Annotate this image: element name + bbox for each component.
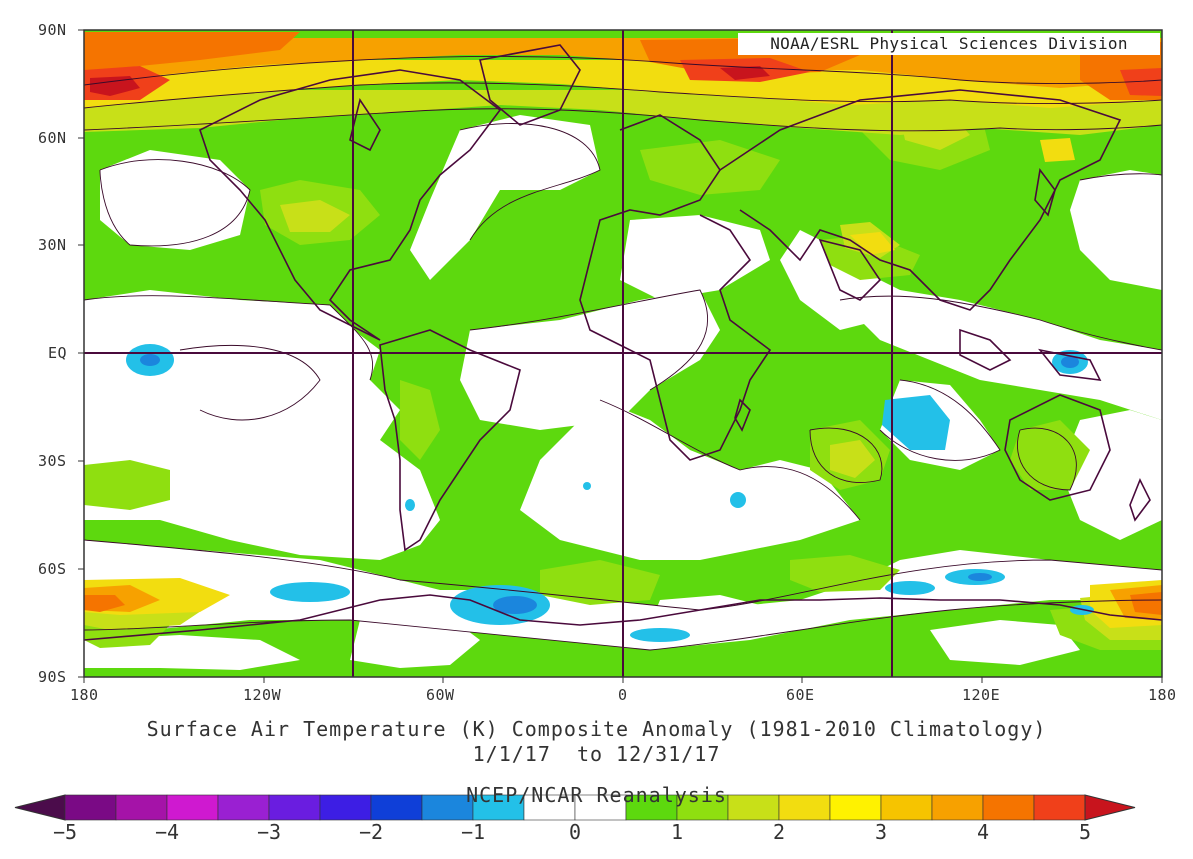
dataset-label: NCEP/NCAR Reanalysis [466,783,727,807]
lon-label-120e: 120E [962,686,1001,704]
colorbar-swatch [982,794,1035,821]
lon-label-60w: 60W [426,686,455,704]
colorbar-label: 1 [670,820,684,844]
lat-label-30s: 30S [38,452,67,470]
colorbar-swatch [166,794,219,821]
colorbar-label: 5 [1078,820,1092,844]
colorbar-swatch [778,794,831,821]
lat-label-30n: 30N [38,236,67,254]
colorbar-swatch [625,794,678,821]
colorbar-label: −5 [52,820,78,844]
lat-label-eq: EQ [48,344,68,362]
colorbar-label: 2 [772,820,786,844]
lon-label-0: 0 [618,686,628,704]
colorbar-swatch [931,794,984,821]
colorbar [14,794,1136,821]
lat-label-60n: 60N [38,129,67,147]
colorbar-swatch [574,794,627,821]
dark-red-regions [90,66,770,96]
lon-label-180w: 180 [70,686,99,704]
contour-lines [84,56,1162,651]
lon-label-60e: 60E [786,686,815,704]
colorbar-swatch [880,794,933,821]
colorbar-swatch [370,794,423,821]
colorbar-label: −1 [460,820,486,844]
colorbar-swatch [115,794,168,821]
tick-marks [78,29,1163,683]
lon-label-120w: 120W [243,686,282,704]
colorbar-label: 4 [976,820,990,844]
strong-negative-regions [140,354,1079,614]
colorbar-swatch [676,794,729,821]
colorbar-label: −2 [358,820,384,844]
colorbar-label: 3 [874,820,888,844]
colorbar-swatch [64,794,117,821]
date-range: 1/1/17 to 12/31/17 [472,742,721,766]
negative-anomaly-regions [126,344,1094,642]
colorbar-swatch [217,794,270,821]
coastlines [84,44,1162,641]
colorbar-swatch [472,794,525,821]
lat-label-60s: 60S [38,560,67,578]
lon-label-180e: 180 [1148,686,1177,704]
colorbar-label: −3 [256,820,282,844]
lat-label-90n: 90N [38,21,67,39]
colorbar-swatch [523,794,576,821]
figure-title: Surface Air Temperature (K) Composite An… [146,717,1047,741]
lat-label-90s: 90S [38,668,67,686]
credit-label: NOAA/ESRL Physical Sciences Division [738,33,1160,55]
colorbar-label: −4 [154,820,180,844]
colorbar-swatch [319,794,372,821]
graticule [84,30,1162,677]
colorbar-label: 0 [568,820,582,844]
colorbar-max-arrow [1084,794,1136,821]
colorbar-swatch [268,794,321,821]
colorbar-swatch [421,794,474,821]
colorbar-swatch [727,794,780,821]
